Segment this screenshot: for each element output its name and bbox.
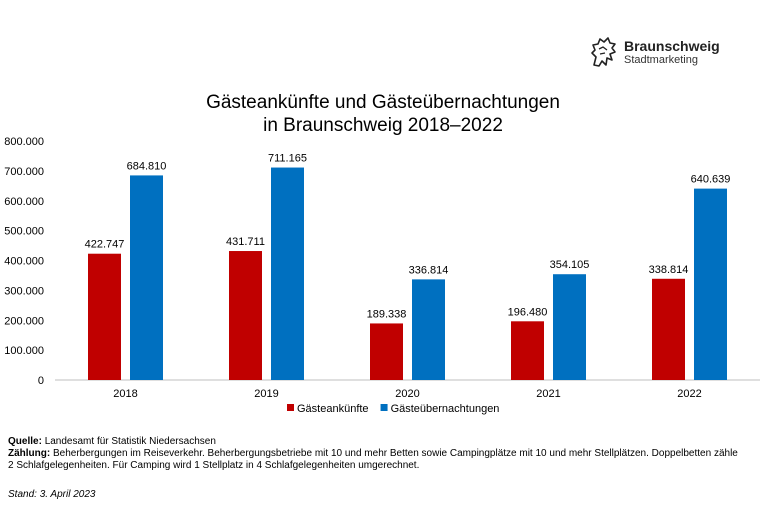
data-label: 711.165 <box>268 153 307 165</box>
data-label: 431.711 <box>226 236 265 248</box>
brand-name: Braunschweig <box>624 37 720 54</box>
bar-gaesteankuenfte <box>511 321 544 380</box>
bar-gaesteuebernachtungen <box>412 279 445 380</box>
bar-gaesteankuenfte <box>652 278 685 380</box>
chart-title-line: Gästeankünfte und Gästeübernachtungen <box>206 92 560 113</box>
count-line-2: 2 Schlafgelegenheiten. Für Camping wird … <box>8 460 760 472</box>
y-tick-label: 100.000 <box>4 345 44 357</box>
data-label: 640.639 <box>691 174 731 186</box>
bar-gaesteuebernachtungen <box>271 167 304 380</box>
y-tick-label: 200.000 <box>4 315 44 327</box>
bar-gaesteuebernachtungen <box>553 274 586 380</box>
y-tick-label: 300.000 <box>4 285 44 297</box>
bar-gaesteuebernachtungen <box>694 188 727 380</box>
legend-label: Gästeankünfte <box>297 403 369 415</box>
source-notes: Quelle: Landesamt für Statistik Niedersa… <box>8 436 760 472</box>
bar-gaesteankuenfte <box>370 323 403 380</box>
stand-date: Stand: 3. April 2023 <box>8 489 96 500</box>
legend-swatch <box>287 404 294 411</box>
x-tick-label: 2019 <box>254 388 278 400</box>
count-text-2: 2 Schlafgelegenheiten. Für Camping wird … <box>8 460 420 471</box>
count-label: Zählung: <box>8 448 51 459</box>
data-label: 422.747 <box>85 239 125 251</box>
x-tick-label: 2018 <box>113 388 137 400</box>
y-tick-label: 400.000 <box>4 256 44 268</box>
count-text-1: Beherbergungen im Reiseverkehr. Beherber… <box>53 448 738 459</box>
y-tick-label: 600.000 <box>4 196 44 208</box>
lion-icon <box>591 37 616 67</box>
brand-logo: Braunschweig Stadtmarketing <box>588 32 720 72</box>
bar-chart: Gästeankünfte und Gästeübernachtungenin … <box>4 92 760 415</box>
data-label: 338.814 <box>649 264 689 276</box>
legend-label: Gästeübernachtungen <box>391 403 500 415</box>
bar-gaesteuebernachtungen <box>130 175 163 380</box>
source-line: Quelle: Landesamt für Statistik Niedersa… <box>8 436 760 448</box>
count-line: Zählung: Beherbergungen im Reiseverkehr.… <box>8 448 760 460</box>
y-tick-label: 700.000 <box>4 166 44 178</box>
legend-swatch <box>380 404 388 411</box>
data-label: 354.105 <box>550 259 590 271</box>
y-tick-label: 0 <box>38 375 44 387</box>
bar-gaesteankuenfte <box>229 251 262 380</box>
bar-gaesteankuenfte <box>88 253 121 380</box>
data-label: 196.480 <box>508 306 548 318</box>
source-text: Landesamt für Statistik Niedersachsen <box>44 436 216 447</box>
source-label: Quelle: <box>8 436 42 447</box>
x-tick-label: 2021 <box>536 388 560 400</box>
data-label: 189.338 <box>367 308 407 320</box>
x-tick-label: 2020 <box>395 388 419 400</box>
data-label: 336.814 <box>409 264 449 276</box>
brand-subtitle: Stadtmarketing <box>624 53 698 66</box>
data-label: 684.810 <box>127 160 167 172</box>
x-tick-label: 2022 <box>677 388 701 400</box>
chart-title-line: in Braunschweig 2018–2022 <box>263 115 503 136</box>
y-tick-label: 800.000 <box>4 136 44 148</box>
y-tick-label: 500.000 <box>4 226 44 238</box>
